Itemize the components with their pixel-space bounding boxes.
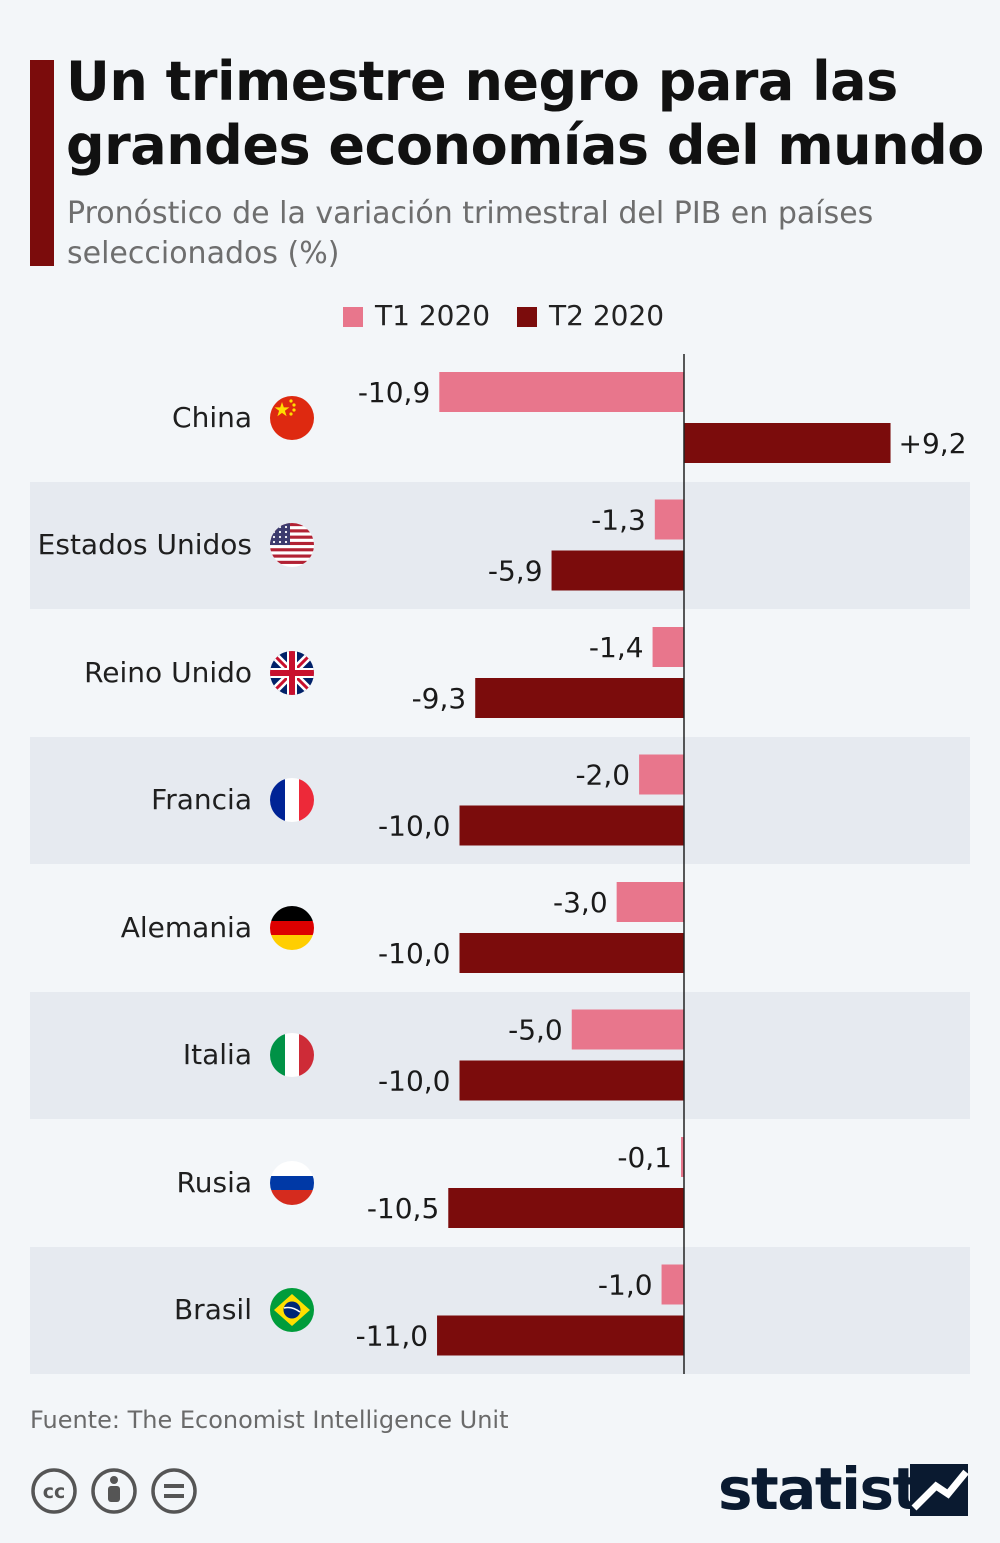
country-label: Italia <box>182 1038 252 1072</box>
no-derivatives-icon <box>151 1468 197 1514</box>
bar-t2 <box>684 423 891 463</box>
flag-france-icon <box>270 778 314 823</box>
statista-mark-icon <box>910 1464 968 1516</box>
chart-subtitle: Pronóstico de la variación trimestral de… <box>67 196 874 271</box>
country-label: Estados Unidos <box>37 528 252 562</box>
data-label-t1: -5,0 <box>508 1014 563 1047</box>
bar-t1 <box>654 499 684 540</box>
bar-t1 <box>571 1009 684 1050</box>
bar-t1 <box>639 754 684 795</box>
bar-t2 <box>551 550 684 591</box>
row-band <box>30 482 970 609</box>
source-note: Fuente: The Economist Intelligence Unit <box>30 1406 509 1434</box>
bar-t2 <box>459 805 684 846</box>
legend: T1 2020 T2 2020 <box>0 298 1000 334</box>
flag-italy-icon <box>270 1033 314 1078</box>
legend-label-t2: T2 2020 <box>549 299 665 332</box>
data-label-t1: -3,0 <box>553 886 608 919</box>
bar-t2 <box>459 933 684 973</box>
bar-t2 <box>437 1315 684 1356</box>
bar-t1 <box>439 372 684 412</box>
data-label-t2: -5,9 <box>488 555 543 588</box>
bar-t1 <box>616 882 684 922</box>
flag-brazil-icon <box>270 1288 314 1333</box>
flag-usa-icon <box>270 523 314 568</box>
legend-label-t1: T1 2020 <box>375 299 491 332</box>
data-label-t2: -11,0 <box>356 1320 428 1353</box>
country-label: China <box>172 400 252 434</box>
legend-swatch-t1 <box>343 307 363 327</box>
data-label-t1: -1,0 <box>598 1269 653 1302</box>
legend-item-t1: T1 2020 <box>343 298 490 334</box>
legend-swatch-t2 <box>517 307 537 327</box>
statista-logo: statista <box>718 1458 970 1522</box>
data-label-t2: -10,0 <box>378 1065 450 1098</box>
attribution-icon <box>91 1468 137 1514</box>
country-label: Rusia <box>176 1165 252 1199</box>
cc-icon: cc <box>31 1468 77 1514</box>
country-label: Alemania <box>120 910 252 944</box>
country-label: Reino Unido <box>84 655 252 689</box>
flag-germany-icon <box>270 905 314 950</box>
bar-t2 <box>459 1060 684 1101</box>
flag-russia-icon <box>270 1160 314 1205</box>
legend-item-t2: T2 2020 <box>517 298 664 334</box>
bar-t1 <box>661 1264 684 1305</box>
title-accent-bar <box>30 60 54 266</box>
bar-t2 <box>448 1188 684 1228</box>
svg-text:cc: cc <box>43 1481 66 1503</box>
country-label: Francia <box>151 783 252 817</box>
country-label: Brasil <box>173 1293 252 1327</box>
data-label-t2: -10,0 <box>378 810 450 843</box>
data-label-t1: -1,3 <box>591 504 646 537</box>
bar-t1 <box>681 1137 684 1177</box>
license-icons: cc <box>31 1468 197 1514</box>
flag-china-icon <box>270 395 314 440</box>
data-label-t2: -10,5 <box>367 1192 439 1225</box>
data-label-t1: -2,0 <box>575 759 630 792</box>
data-label-t1: -0,1 <box>617 1141 672 1174</box>
data-label-t2: -9,3 <box>412 682 467 715</box>
flag-uk-icon <box>270 650 314 695</box>
bar-t2 <box>475 678 684 718</box>
data-label-t1: -10,9 <box>358 376 430 409</box>
data-label-t1: -1,4 <box>589 631 644 664</box>
chart-title: Un trimestre negro para las grandes econ… <box>66 50 984 177</box>
data-label-t2: +9,2 <box>899 427 967 460</box>
data-label-t2: -10,0 <box>378 937 450 970</box>
bar-t1 <box>652 627 684 667</box>
